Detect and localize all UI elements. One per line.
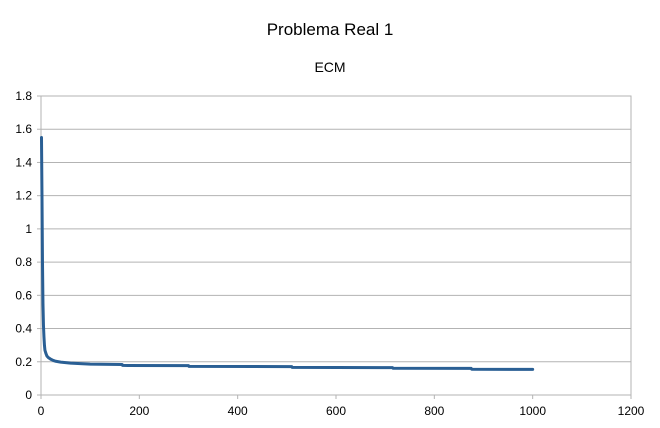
x-tick-label: 800 bbox=[424, 404, 444, 418]
y-tick-label: 0 bbox=[25, 388, 32, 402]
y-tick-label: 1.6 bbox=[15, 122, 32, 136]
y-tick-label: 1 bbox=[25, 222, 32, 236]
series-layer bbox=[39, 136, 535, 371]
y-tick-label: 0.6 bbox=[15, 288, 32, 302]
y-tick-label: 1.8 bbox=[15, 89, 32, 103]
x-tick-label: 600 bbox=[326, 404, 346, 418]
grid-lines bbox=[37, 95, 631, 396]
x-axis-tick-labels: 0 200 400 600 800 1000 1200 bbox=[38, 404, 645, 418]
x-tick-label: 1000 bbox=[519, 404, 546, 418]
y-tick-label: 1.2 bbox=[15, 189, 32, 203]
y-tick-label: 1.4 bbox=[15, 155, 32, 169]
chart-title: Problema Real 1 bbox=[267, 20, 394, 39]
y-axis-tick-labels: 0 0.2 0.4 0.6 0.8 1 1.2 1.4 1.6 1.8 bbox=[15, 89, 32, 402]
y-tick-label: 0.8 bbox=[15, 255, 32, 269]
chart-subtitle: ECM bbox=[314, 59, 345, 75]
series-line bbox=[39, 136, 535, 371]
x-tick-label: 400 bbox=[228, 404, 248, 418]
x-tick-label: 1200 bbox=[618, 404, 645, 418]
x-tick-label: 200 bbox=[129, 404, 149, 418]
x-tick-label: 0 bbox=[38, 404, 45, 418]
y-tick-label: 0.4 bbox=[15, 322, 32, 336]
y-tick-label: 0.2 bbox=[15, 355, 32, 369]
x-axis-ticks bbox=[40, 395, 632, 399]
plot-area-border bbox=[40, 95, 632, 396]
